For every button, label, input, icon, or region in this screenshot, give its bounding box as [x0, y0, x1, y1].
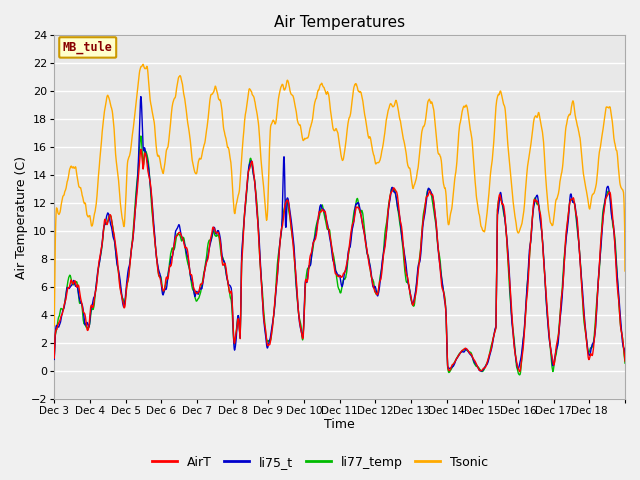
Legend: AirT, li75_t, li77_temp, Tsonic: AirT, li75_t, li77_temp, Tsonic	[147, 451, 493, 474]
X-axis label: Time: Time	[324, 419, 355, 432]
Title: Air Temperatures: Air Temperatures	[274, 15, 405, 30]
Text: MB_tule: MB_tule	[63, 41, 113, 54]
Y-axis label: Air Temperature (C): Air Temperature (C)	[15, 156, 28, 278]
